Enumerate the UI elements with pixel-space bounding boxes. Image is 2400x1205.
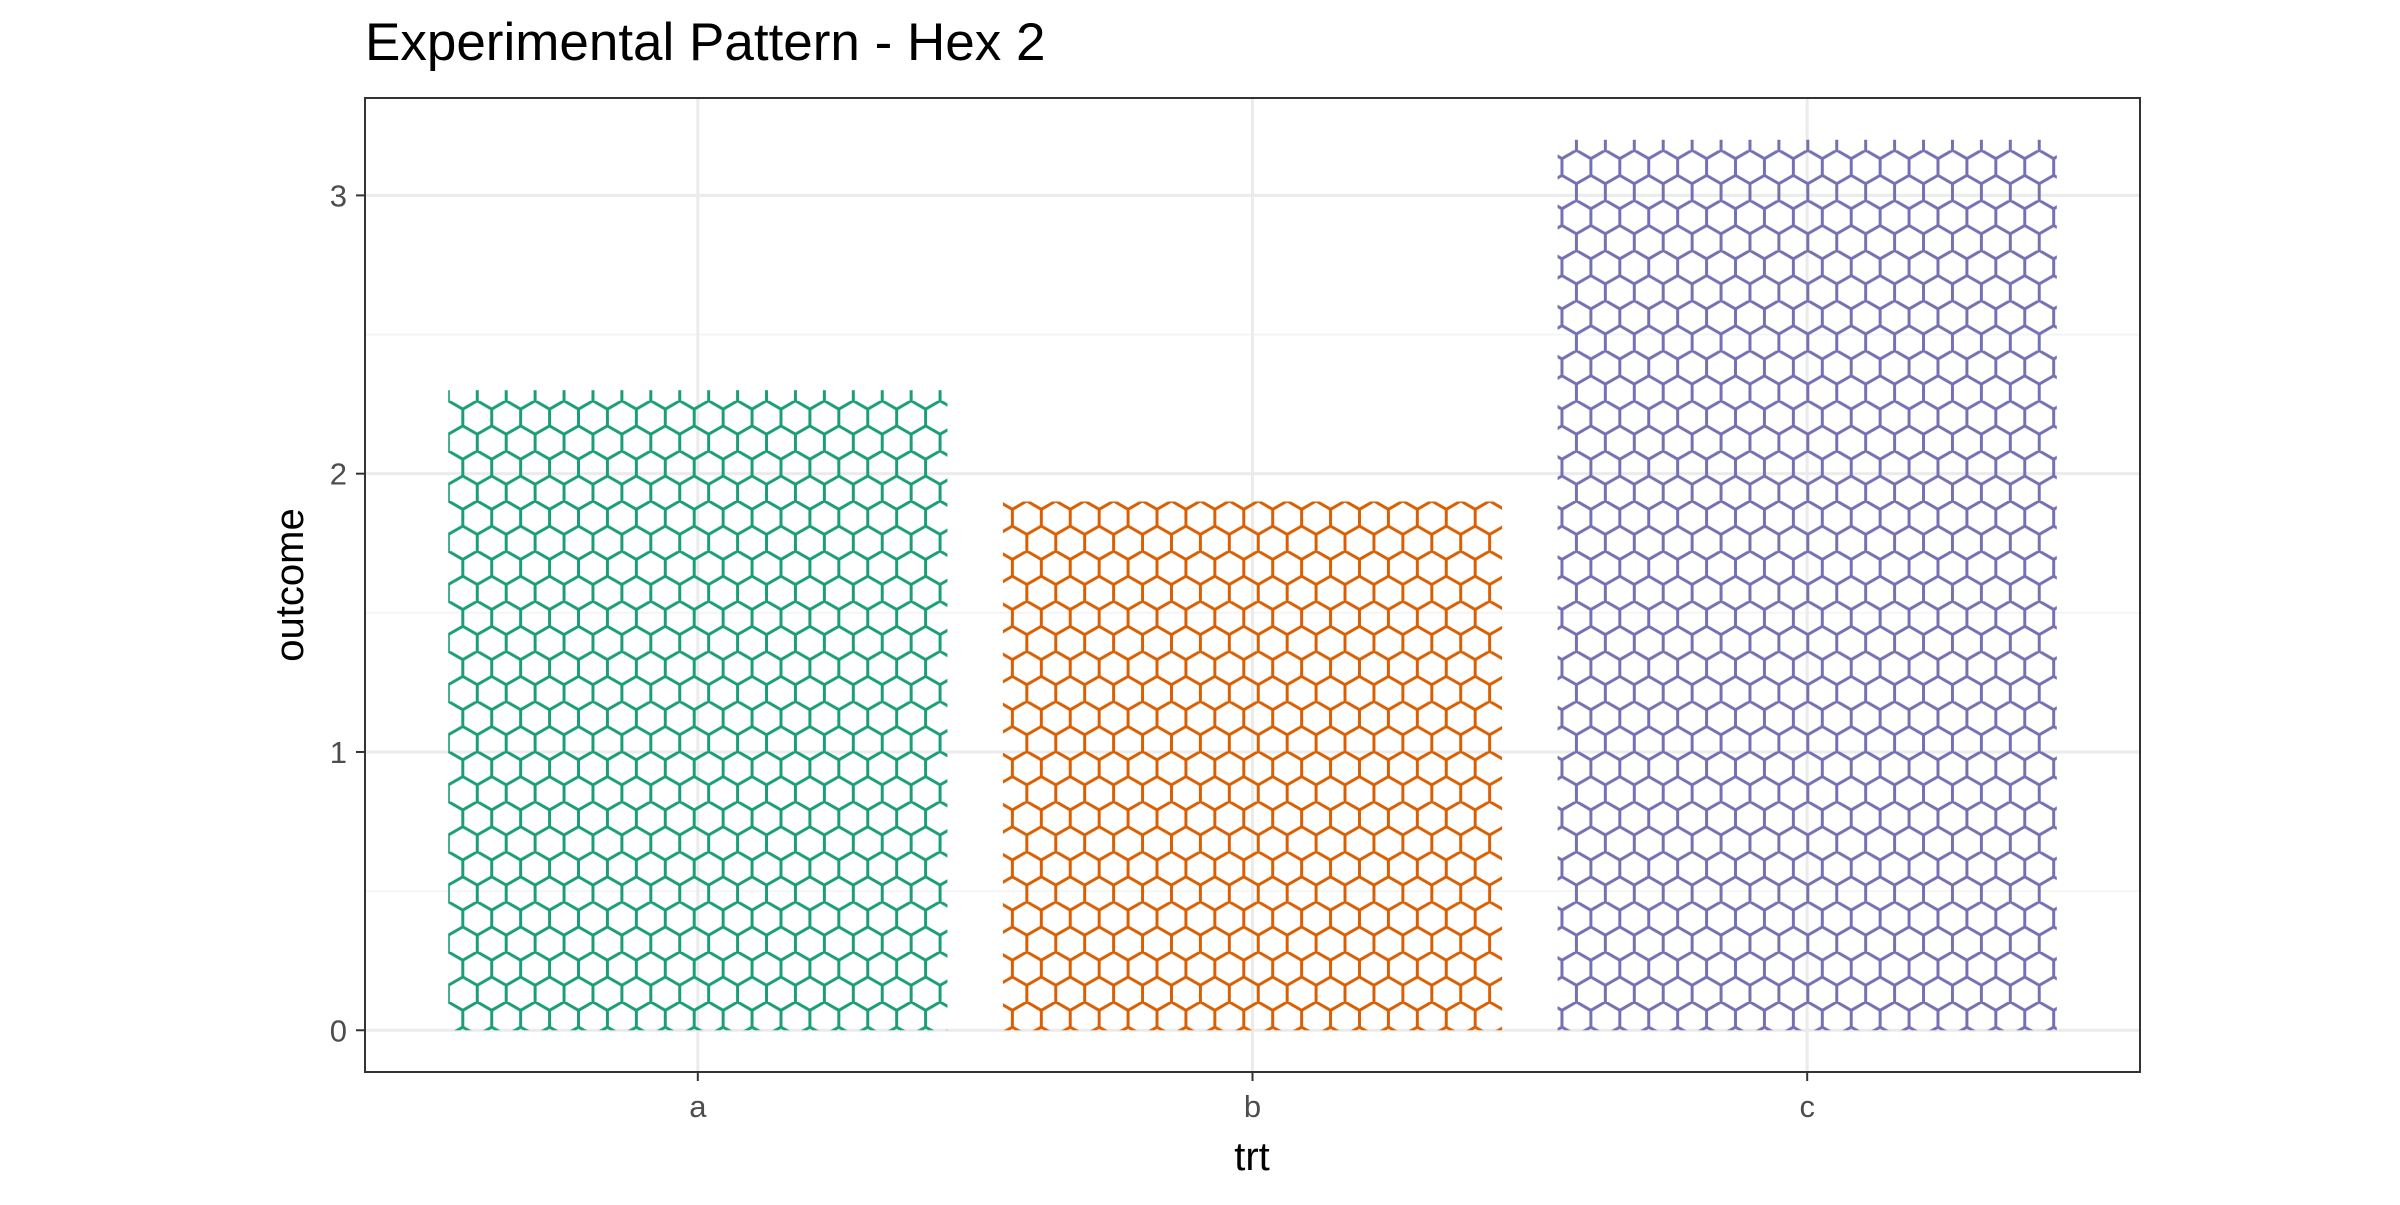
bar-a	[448, 390, 948, 1031]
chart-title: Experimental Pattern - Hex 2	[365, 13, 1045, 72]
x-tick-label: a	[689, 1089, 707, 1124]
x-axis-tick-labels: a b c	[689, 1089, 1815, 1124]
y-axis-title: outcome	[268, 508, 312, 661]
bar-b	[1002, 501, 1503, 1031]
axis-ticks	[356, 194, 1809, 1081]
x-axis-title: trt	[1234, 1135, 1270, 1179]
x-tick-label: c	[1799, 1089, 1815, 1124]
bar-c	[1557, 139, 2057, 1031]
y-tick-label: 3	[330, 178, 347, 213]
bars	[448, 139, 2057, 1031]
y-tick-label: 1	[330, 735, 347, 770]
y-tick-label: 2	[330, 457, 347, 492]
x-tick-label: b	[1244, 1089, 1261, 1124]
y-tick-label: 0	[330, 1013, 347, 1048]
y-axis-tick-labels: 0 1 2 3	[330, 178, 347, 1048]
